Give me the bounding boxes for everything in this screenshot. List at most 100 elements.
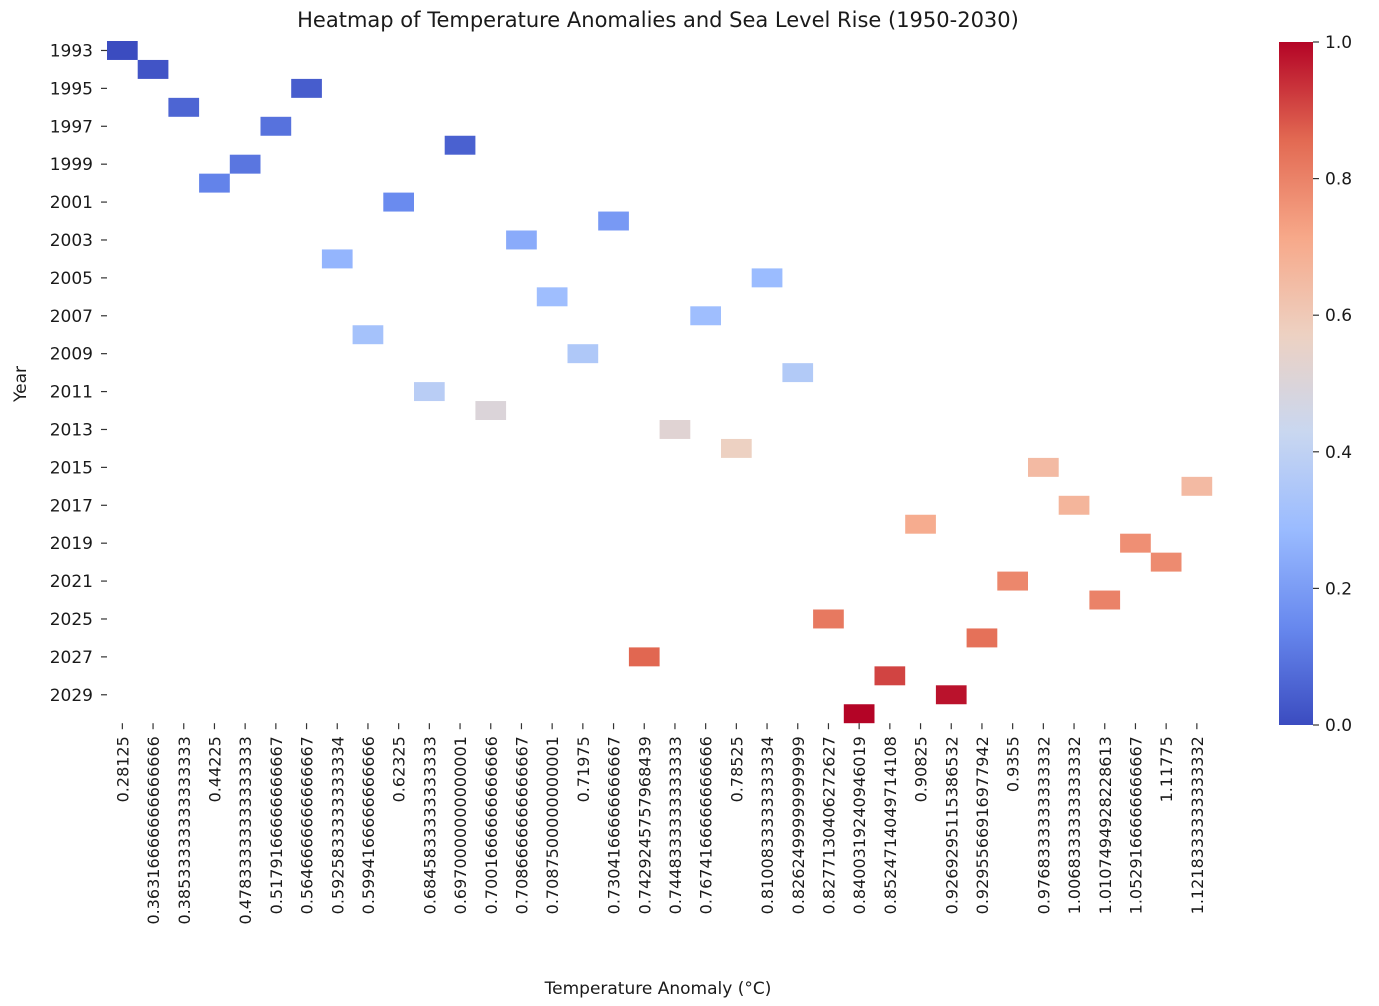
colorbar-tick-label: 1.0 <box>1325 33 1352 53</box>
heatmap-cells <box>107 41 1213 724</box>
x-tick-label: 0.7087500000000001 <box>543 736 562 914</box>
heatmap-cell <box>628 647 660 667</box>
colorbar: 0.0 0.2 0.4 0.6 0.8 1.0 <box>1279 33 1352 736</box>
x-tick-label: 0.28125 <box>113 736 132 802</box>
x-tick-label: 0.7086666666666667 <box>512 736 531 914</box>
colorbar-ticks: 0.0 0.2 0.4 0.6 0.8 1.0 <box>1313 33 1352 736</box>
heatmap-cell <box>1150 552 1182 572</box>
x-tick-label: 0.9295566916977942 <box>973 736 992 914</box>
heatmap-cell <box>721 438 752 458</box>
heatmap-cell <box>291 78 322 98</box>
heatmap-cell <box>690 306 721 326</box>
heatmap-cell <box>598 211 629 231</box>
x-tick-label: 0.8100833333333334 <box>758 736 777 914</box>
heatmap-cell <box>935 685 967 705</box>
chart-title: Heatmap of Temperature Anomalies and Sea… <box>297 8 1019 32</box>
y-tick-label: 2029 <box>50 686 93 706</box>
x-tick-label: 0.71975 <box>574 736 593 802</box>
colorbar-tick-label: 0.0 <box>1325 716 1352 736</box>
y-axis: 1993 1995 1997 1999 2001 2003 2005 2007 2009 2011… <box>50 41 107 706</box>
x-tick-label: 0.7674166666666666 <box>697 736 716 914</box>
heatmap-cell <box>1089 590 1121 610</box>
heatmap-cell <box>137 59 169 79</box>
y-tick-label: 2019 <box>50 534 93 554</box>
heatmap-cell <box>659 420 691 439</box>
x-tick-label: 0.6970000000000001 <box>451 736 470 914</box>
heatmap-cell <box>352 325 384 345</box>
y-tick-label: 1997 <box>50 117 93 137</box>
x-tick-label: 0.47833333333333333 <box>236 736 255 924</box>
heatmap-cell <box>874 666 906 686</box>
x-tick-label: 0.9355 <box>1004 736 1023 792</box>
x-tick-label: 0.8400319240946019 <box>850 736 869 914</box>
x-tick-label: 0.8277130406272627 <box>819 736 838 914</box>
x-tick-label: 0.6845833333333333 <box>420 736 439 914</box>
y-tick-label: 2009 <box>50 345 93 365</box>
y-tick-label: 2027 <box>50 648 93 668</box>
heatmap-cell <box>506 230 537 250</box>
x-tick-label: 0.5994166666666666 <box>359 736 378 914</box>
heatmap-cell <box>260 116 292 136</box>
heatmap-cell <box>229 154 261 174</box>
y-tick-label: 2001 <box>50 193 93 213</box>
y-tick-label: 2025 <box>50 610 93 630</box>
heatmap-cell <box>1028 457 1059 477</box>
heatmap-cell <box>414 382 445 402</box>
x-tick-label: 0.7448333333333333 <box>666 736 685 914</box>
y-axis-label: Year <box>11 366 31 403</box>
y-tick-label: 2013 <box>50 420 93 440</box>
heatmap-cell <box>782 363 814 383</box>
heatmap-cell <box>1181 476 1213 496</box>
y-tick-label: 2003 <box>50 231 93 251</box>
heatmap-cell <box>536 287 568 307</box>
y-tick-label: 2021 <box>50 572 93 592</box>
heatmap-cell <box>444 135 476 155</box>
y-tick-label: 1993 <box>50 41 93 61</box>
x-tick-label: 0.5179166666666667 <box>267 736 286 914</box>
y-tick-label: 2007 <box>50 307 93 327</box>
x-tick-label: 1.11775 <box>1157 736 1176 802</box>
x-tick-label: 0.8524714049714108 <box>881 736 900 914</box>
heatmap-cell <box>751 268 783 288</box>
x-tick-label: 1.0068333333333332 <box>1065 736 1084 914</box>
heatmap-cell <box>843 704 875 724</box>
colorbar-tick-label: 0.4 <box>1325 443 1352 463</box>
x-tick-label: 0.8262499999999999 <box>789 736 808 914</box>
x-tick-label: 0.7429245757968439 <box>635 736 654 914</box>
x-tick-label: 0.90825 <box>912 736 931 802</box>
y-tick-label: 2017 <box>50 496 93 516</box>
colorbar-tick-label: 0.2 <box>1325 579 1352 599</box>
colorbar-tick-label: 0.8 <box>1325 170 1352 190</box>
heatmap-cell <box>475 401 507 420</box>
x-tick-label: 0.5646666666666667 <box>298 736 317 914</box>
x-tick-label: 0.5925833333333334 <box>328 736 347 914</box>
heatmap-cell <box>567 344 599 364</box>
x-tick-label: 0.36316666666666666 <box>144 736 163 924</box>
heatmap-cell <box>1120 533 1151 553</box>
y-tick-label: 1995 <box>50 79 93 99</box>
heatmap-cell <box>107 41 138 60</box>
heatmap-cell <box>905 514 936 534</box>
heatmap-cell <box>1058 495 1090 515</box>
x-tick-label: 1.1218333333333332 <box>1188 736 1207 914</box>
y-tick-label: 2015 <box>50 458 93 478</box>
x-tick-label: 0.78525 <box>727 736 746 802</box>
colorbar-tick-label: 0.6 <box>1325 306 1352 326</box>
x-axis: 0.28125 0.36316666666666666 0.385333333333… <box>113 723 1207 925</box>
heatmap-cell <box>997 571 1028 591</box>
x-tick-label: 0.62325 <box>390 736 409 802</box>
x-axis-label: Temperature Anomaly (°C) <box>544 979 772 999</box>
x-tick-label: 0.7001666666666666 <box>482 736 501 914</box>
x-tick-label: 0.7304166666666667 <box>605 736 624 914</box>
heatmap-cell <box>321 249 353 269</box>
heatmap-cell <box>168 97 200 117</box>
x-tick-label: 0.9269295115386532 <box>942 736 961 914</box>
x-tick-label: 1.0107494928228613 <box>1096 736 1115 914</box>
x-tick-label: 0.9768333333333332 <box>1034 736 1053 914</box>
x-tick-label: 0.38533333333333333 <box>175 736 194 924</box>
colorbar-gradient <box>1279 42 1313 725</box>
x-tick-label: 1.0529166666666667 <box>1126 736 1145 914</box>
heatmap-cell <box>383 192 414 212</box>
